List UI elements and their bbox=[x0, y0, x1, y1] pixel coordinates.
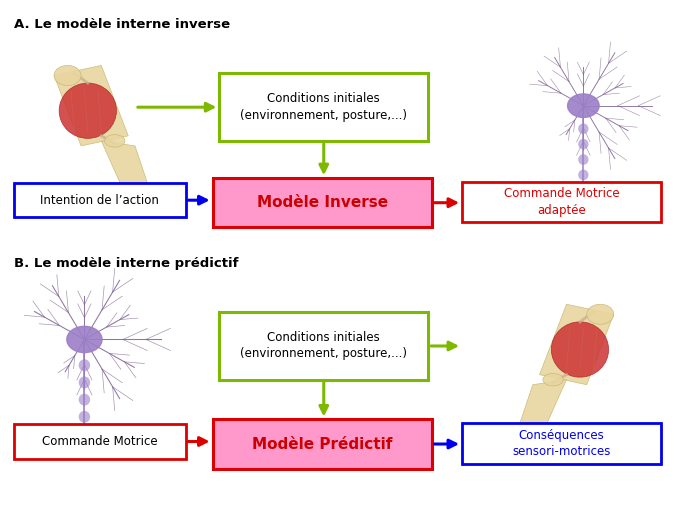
Ellipse shape bbox=[105, 134, 125, 147]
FancyBboxPatch shape bbox=[213, 178, 431, 227]
FancyBboxPatch shape bbox=[213, 420, 431, 469]
Ellipse shape bbox=[54, 66, 81, 86]
Polygon shape bbox=[54, 66, 128, 146]
Ellipse shape bbox=[78, 377, 90, 388]
Ellipse shape bbox=[67, 326, 102, 352]
Ellipse shape bbox=[578, 154, 588, 165]
Text: Conditions initiales
(environnement, posture,...): Conditions initiales (environnement, pos… bbox=[240, 92, 407, 122]
Polygon shape bbox=[101, 141, 155, 206]
Polygon shape bbox=[539, 304, 614, 385]
Ellipse shape bbox=[543, 373, 563, 386]
Text: Intention de l’action: Intention de l’action bbox=[40, 194, 159, 207]
Text: B. Le modèle interne prédictif: B. Le modèle interne prédictif bbox=[14, 256, 238, 269]
Text: Commande Motrice: Commande Motrice bbox=[42, 435, 158, 448]
Ellipse shape bbox=[578, 170, 588, 180]
Ellipse shape bbox=[578, 139, 588, 149]
Polygon shape bbox=[513, 380, 566, 445]
FancyBboxPatch shape bbox=[219, 312, 428, 380]
Ellipse shape bbox=[587, 304, 614, 324]
Ellipse shape bbox=[59, 83, 116, 139]
Text: Conséquences
sensori-motrices: Conséquences sensori-motrices bbox=[513, 429, 611, 458]
FancyBboxPatch shape bbox=[14, 183, 186, 218]
FancyBboxPatch shape bbox=[462, 423, 661, 464]
Ellipse shape bbox=[78, 411, 90, 423]
Ellipse shape bbox=[578, 124, 588, 134]
Text: Commande Motrice
adaptée: Commande Motrice adaptée bbox=[504, 187, 619, 217]
Ellipse shape bbox=[551, 322, 609, 377]
FancyBboxPatch shape bbox=[219, 73, 428, 141]
FancyBboxPatch shape bbox=[462, 182, 661, 222]
Ellipse shape bbox=[568, 94, 599, 117]
Text: Conditions initiales
(environnement, posture,...): Conditions initiales (environnement, pos… bbox=[240, 331, 407, 361]
Ellipse shape bbox=[78, 359, 90, 371]
Text: Modèle Inverse: Modèle Inverse bbox=[257, 195, 387, 210]
FancyBboxPatch shape bbox=[14, 424, 186, 459]
Text: A. Le modèle interne inverse: A. Le modèle interne inverse bbox=[14, 18, 230, 31]
Text: Modèle Prédictif: Modèle Prédictif bbox=[252, 437, 392, 451]
Ellipse shape bbox=[78, 393, 90, 406]
